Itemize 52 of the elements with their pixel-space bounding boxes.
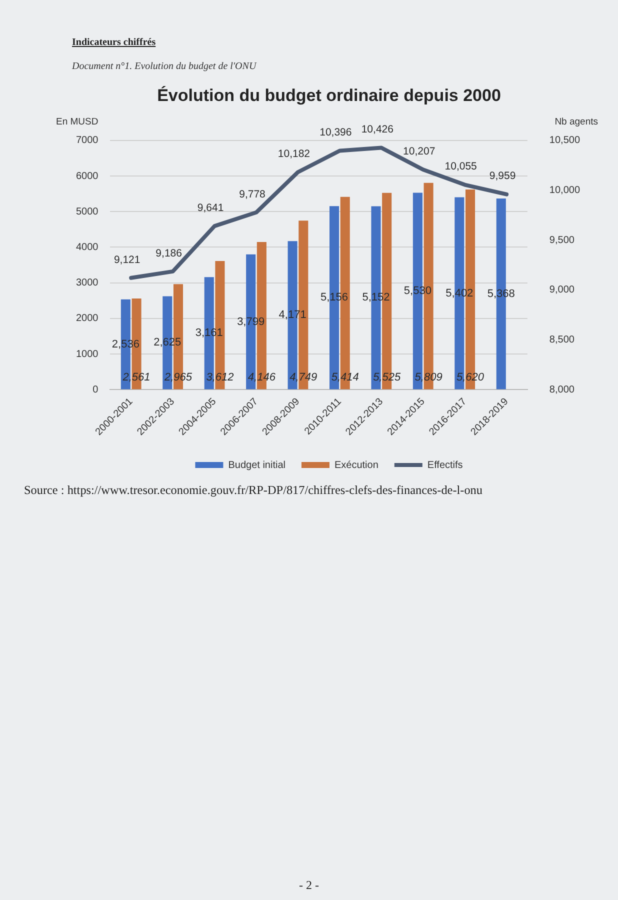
data-label: 10,055 [444,160,478,173]
data-label: 10,207 [403,146,436,158]
source-note: Source : https://www.tresor.economie.gouv.fr/RP-DP/817/chiffres-clefs-des-finances-de-l-onu [24,483,482,498]
y2-axis-title: Nb agents [554,116,598,128]
y2-tick-label: 10,000 [549,185,580,196]
text: - 2 - [298,878,320,893]
data-label: 3,799 [237,316,265,328]
data-label: 5,809 [414,371,442,384]
data-label: 2,561 [122,371,150,384]
y2-tick-label: 9,000 [549,284,575,296]
y-axis-title: En MUSD [56,116,98,128]
data-label: 3,612 [206,371,234,384]
data-label: 4,749 [290,371,318,384]
data-label: 10,182 [278,148,310,160]
data-label: 10,396 [320,126,352,139]
y-tick-label: 4000 [76,242,99,253]
chart-subtitle: Document n°1. Evolution du budget de l'ONU [72,61,256,72]
text: Indicateurs chiffrés [72,37,156,48]
data-label: 5,152 [362,292,390,304]
data-label: 9,778 [239,188,266,200]
y-tick-label: 2000 [76,313,99,324]
legend-label: Effectifs [427,460,463,471]
y2-tick-label: 8,500 [549,334,575,346]
legend-label: Exécution [334,460,378,471]
data-label: 9,641 [197,202,224,214]
y-tick-label: 7000 [76,135,99,146]
data-label: 9,959 [489,170,516,182]
data-label: 2,536 [112,338,140,350]
y-tick-label: 6000 [76,170,99,182]
data-label: 4,146 [248,371,276,384]
data-label: 9,186 [156,247,182,260]
data-label: 5,530 [404,285,432,298]
chart-title: Évolution du budget ordinaire depuis 2000 [157,84,501,105]
data-label: 9,121 [114,254,140,266]
data-label: 2,625 [154,336,182,349]
data-label: 3,161 [195,327,223,340]
data-label: 5,402 [446,287,474,300]
y-tick-label: 1000 [76,348,99,360]
data-label: 5,620 [456,371,485,384]
data-label: 5,414 [331,371,359,384]
data-label: 5,525 [373,371,402,384]
data-label: 5,156 [320,292,348,304]
y-tick-label: 0 [92,384,99,396]
y2-tick-label: 10,500 [549,135,580,146]
data-label: 2,965 [163,371,193,384]
y2-tick-label: 8,000 [549,384,575,396]
y2-tick-label: 9,500 [549,234,575,246]
y-tick-label: 3000 [76,278,99,289]
data-label: 10,426 [361,124,394,136]
y-tick-label: 5000 [76,206,99,218]
legend-label: Budget initial [228,460,286,471]
data-label: 4,171 [278,309,306,322]
